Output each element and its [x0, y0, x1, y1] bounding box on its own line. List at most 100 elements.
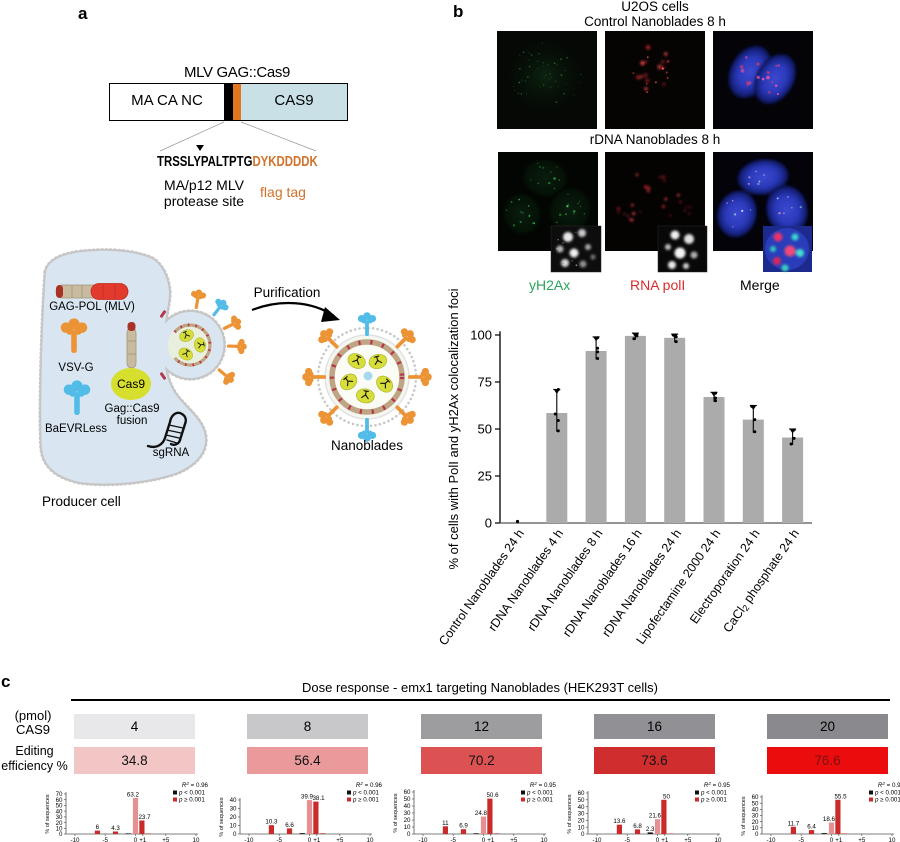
- svg-text:p < 0.001: p < 0.001: [352, 790, 380, 797]
- svg-text:R2 = 0.96: R2 = 0.96: [182, 781, 209, 789]
- svg-text:6.8: 6.8: [633, 823, 642, 830]
- svg-text:39.9: 39.9: [301, 794, 314, 801]
- svg-text:20: 20: [230, 814, 237, 821]
- svg-text:R2 = 0.96: R2 = 0.96: [356, 781, 383, 789]
- svg-text:0: 0: [59, 831, 63, 838]
- svg-text:50: 50: [578, 797, 585, 804]
- svg-text:50.6: 50.6: [486, 792, 499, 799]
- svg-text:-10: -10: [245, 837, 255, 842]
- svg-text:p ≥ 0.001: p ≥ 0.001: [874, 797, 900, 804]
- svg-text:10: 10: [889, 837, 896, 842]
- svg-text:R2 = 0.95: R2 = 0.95: [530, 781, 557, 789]
- svg-text:0: 0: [755, 831, 759, 838]
- svg-text:60: 60: [752, 794, 759, 801]
- svg-text:0: 0: [830, 837, 834, 842]
- svg-text:40: 40: [56, 808, 63, 815]
- svg-text:0: 0: [485, 516, 492, 531]
- svg-text:24.8: 24.8: [475, 810, 488, 817]
- svg-text:rDNA Nanoblades 8 h: rDNA Nanoblades 8 h: [525, 527, 606, 634]
- svg-text:% of sequences: % of sequences: [741, 796, 747, 835]
- svg-text:% of cells with PolI and yH2Ax: % of cells with PolI and yH2Ax colocaliz…: [446, 288, 461, 569]
- svg-text:60: 60: [56, 797, 63, 804]
- svg-text:40: 40: [578, 804, 585, 811]
- svg-text:50: 50: [663, 793, 670, 800]
- svg-text:p < 0.001: p < 0.001: [874, 790, 900, 797]
- svg-text:+5: +5: [336, 837, 344, 842]
- svg-text:GAG-POL (MLV): GAG-POL (MLV): [49, 301, 135, 313]
- svg-text:0: 0: [482, 837, 486, 842]
- svg-text:+1: +1: [661, 837, 669, 842]
- svg-text:50: 50: [478, 422, 492, 437]
- svg-text:2.3: 2.3: [646, 826, 655, 833]
- svg-text:40: 40: [404, 803, 411, 810]
- svg-text:+1: +1: [487, 837, 495, 842]
- svg-text:21.6: 21.6: [649, 813, 662, 820]
- svg-text:+5: +5: [510, 837, 518, 842]
- svg-text:R2 = 0.95: R2 = 0.95: [704, 781, 731, 789]
- svg-text:Cas9: Cas9: [117, 377, 145, 391]
- svg-text:6.9: 6.9: [459, 823, 468, 830]
- svg-text:20: 20: [578, 818, 585, 825]
- svg-text:% of sequences: % of sequences: [45, 794, 51, 833]
- svg-text:0: 0: [407, 831, 411, 838]
- svg-text:-5: -5: [276, 837, 282, 842]
- svg-text:30: 30: [404, 810, 411, 817]
- svg-text:10: 10: [56, 826, 63, 833]
- svg-text:fusion: fusion: [117, 415, 148, 427]
- svg-text:Purification: Purification: [254, 285, 321, 300]
- svg-text:75: 75: [478, 375, 492, 390]
- svg-text:30: 30: [56, 814, 63, 821]
- svg-text:p ≥ 0.001: p ≥ 0.001: [352, 797, 379, 804]
- svg-text:-5: -5: [102, 837, 108, 842]
- svg-text:11: 11: [442, 820, 449, 827]
- svg-text:p ≥ 0.001: p ≥ 0.001: [178, 797, 205, 804]
- svg-text:p < 0.001: p < 0.001: [178, 790, 206, 797]
- svg-text:BaEVRLess: BaEVRLess: [45, 423, 107, 435]
- svg-text:10: 10: [404, 824, 411, 831]
- svg-text:-10: -10: [767, 837, 777, 842]
- svg-text:p ≥ 0.001: p ≥ 0.001: [700, 797, 727, 804]
- svg-text:25: 25: [478, 469, 492, 484]
- svg-text:100: 100: [470, 328, 492, 343]
- svg-text:% of sequences: % of sequences: [219, 797, 225, 836]
- svg-text:30: 30: [230, 806, 237, 813]
- svg-text:p ≥ 0.001: p ≥ 0.001: [526, 797, 553, 804]
- svg-text:VSV-G: VSV-G: [58, 362, 93, 374]
- svg-text:50: 50: [56, 803, 63, 810]
- svg-text:Gag::Cas9: Gag::Cas9: [105, 403, 160, 415]
- svg-text:sgRNA: sgRNA: [153, 447, 190, 459]
- svg-text:0: 0: [656, 837, 660, 842]
- svg-text:+1: +1: [139, 837, 147, 842]
- svg-text:18.6: 18.6: [823, 816, 836, 823]
- svg-text:-10: -10: [419, 837, 429, 842]
- svg-text:Electroporation 24 h: Electroporation 24 h: [687, 527, 763, 627]
- svg-text:70: 70: [56, 791, 63, 798]
- svg-text:+1: +1: [835, 837, 843, 842]
- svg-text:p < 0.001: p < 0.001: [700, 790, 728, 797]
- svg-text:60: 60: [578, 790, 585, 797]
- svg-text:% of sequences: % of sequences: [393, 793, 399, 832]
- svg-text:10: 10: [752, 825, 759, 832]
- svg-text:10: 10: [715, 837, 722, 842]
- svg-text:-5: -5: [450, 837, 456, 842]
- svg-text:% of sequences: % of sequences: [567, 794, 573, 833]
- svg-text:6: 6: [96, 824, 100, 831]
- svg-text:0: 0: [308, 837, 312, 842]
- svg-text:rDNA Nanoblades 4 h: rDNA Nanoblades 4 h: [485, 527, 566, 634]
- svg-text:55.5: 55.5: [834, 793, 847, 800]
- svg-text:+5: +5: [858, 837, 866, 842]
- svg-text:+5: +5: [162, 837, 170, 842]
- svg-text:40: 40: [230, 797, 237, 804]
- svg-text:10: 10: [230, 823, 237, 830]
- svg-text:10.3: 10.3: [265, 819, 278, 826]
- svg-text:Producer cell: Producer cell: [42, 494, 121, 509]
- svg-text:20: 20: [404, 817, 411, 824]
- svg-text:63.2: 63.2: [127, 791, 140, 798]
- svg-text:Nanoblades: Nanoblades: [331, 438, 403, 453]
- svg-text:60: 60: [404, 789, 411, 796]
- svg-text:p < 0.001: p < 0.001: [526, 790, 554, 797]
- svg-text:4.3: 4.3: [111, 825, 120, 832]
- svg-text:0: 0: [581, 831, 585, 838]
- svg-text:-5: -5: [798, 837, 804, 842]
- svg-text:+1: +1: [313, 837, 321, 842]
